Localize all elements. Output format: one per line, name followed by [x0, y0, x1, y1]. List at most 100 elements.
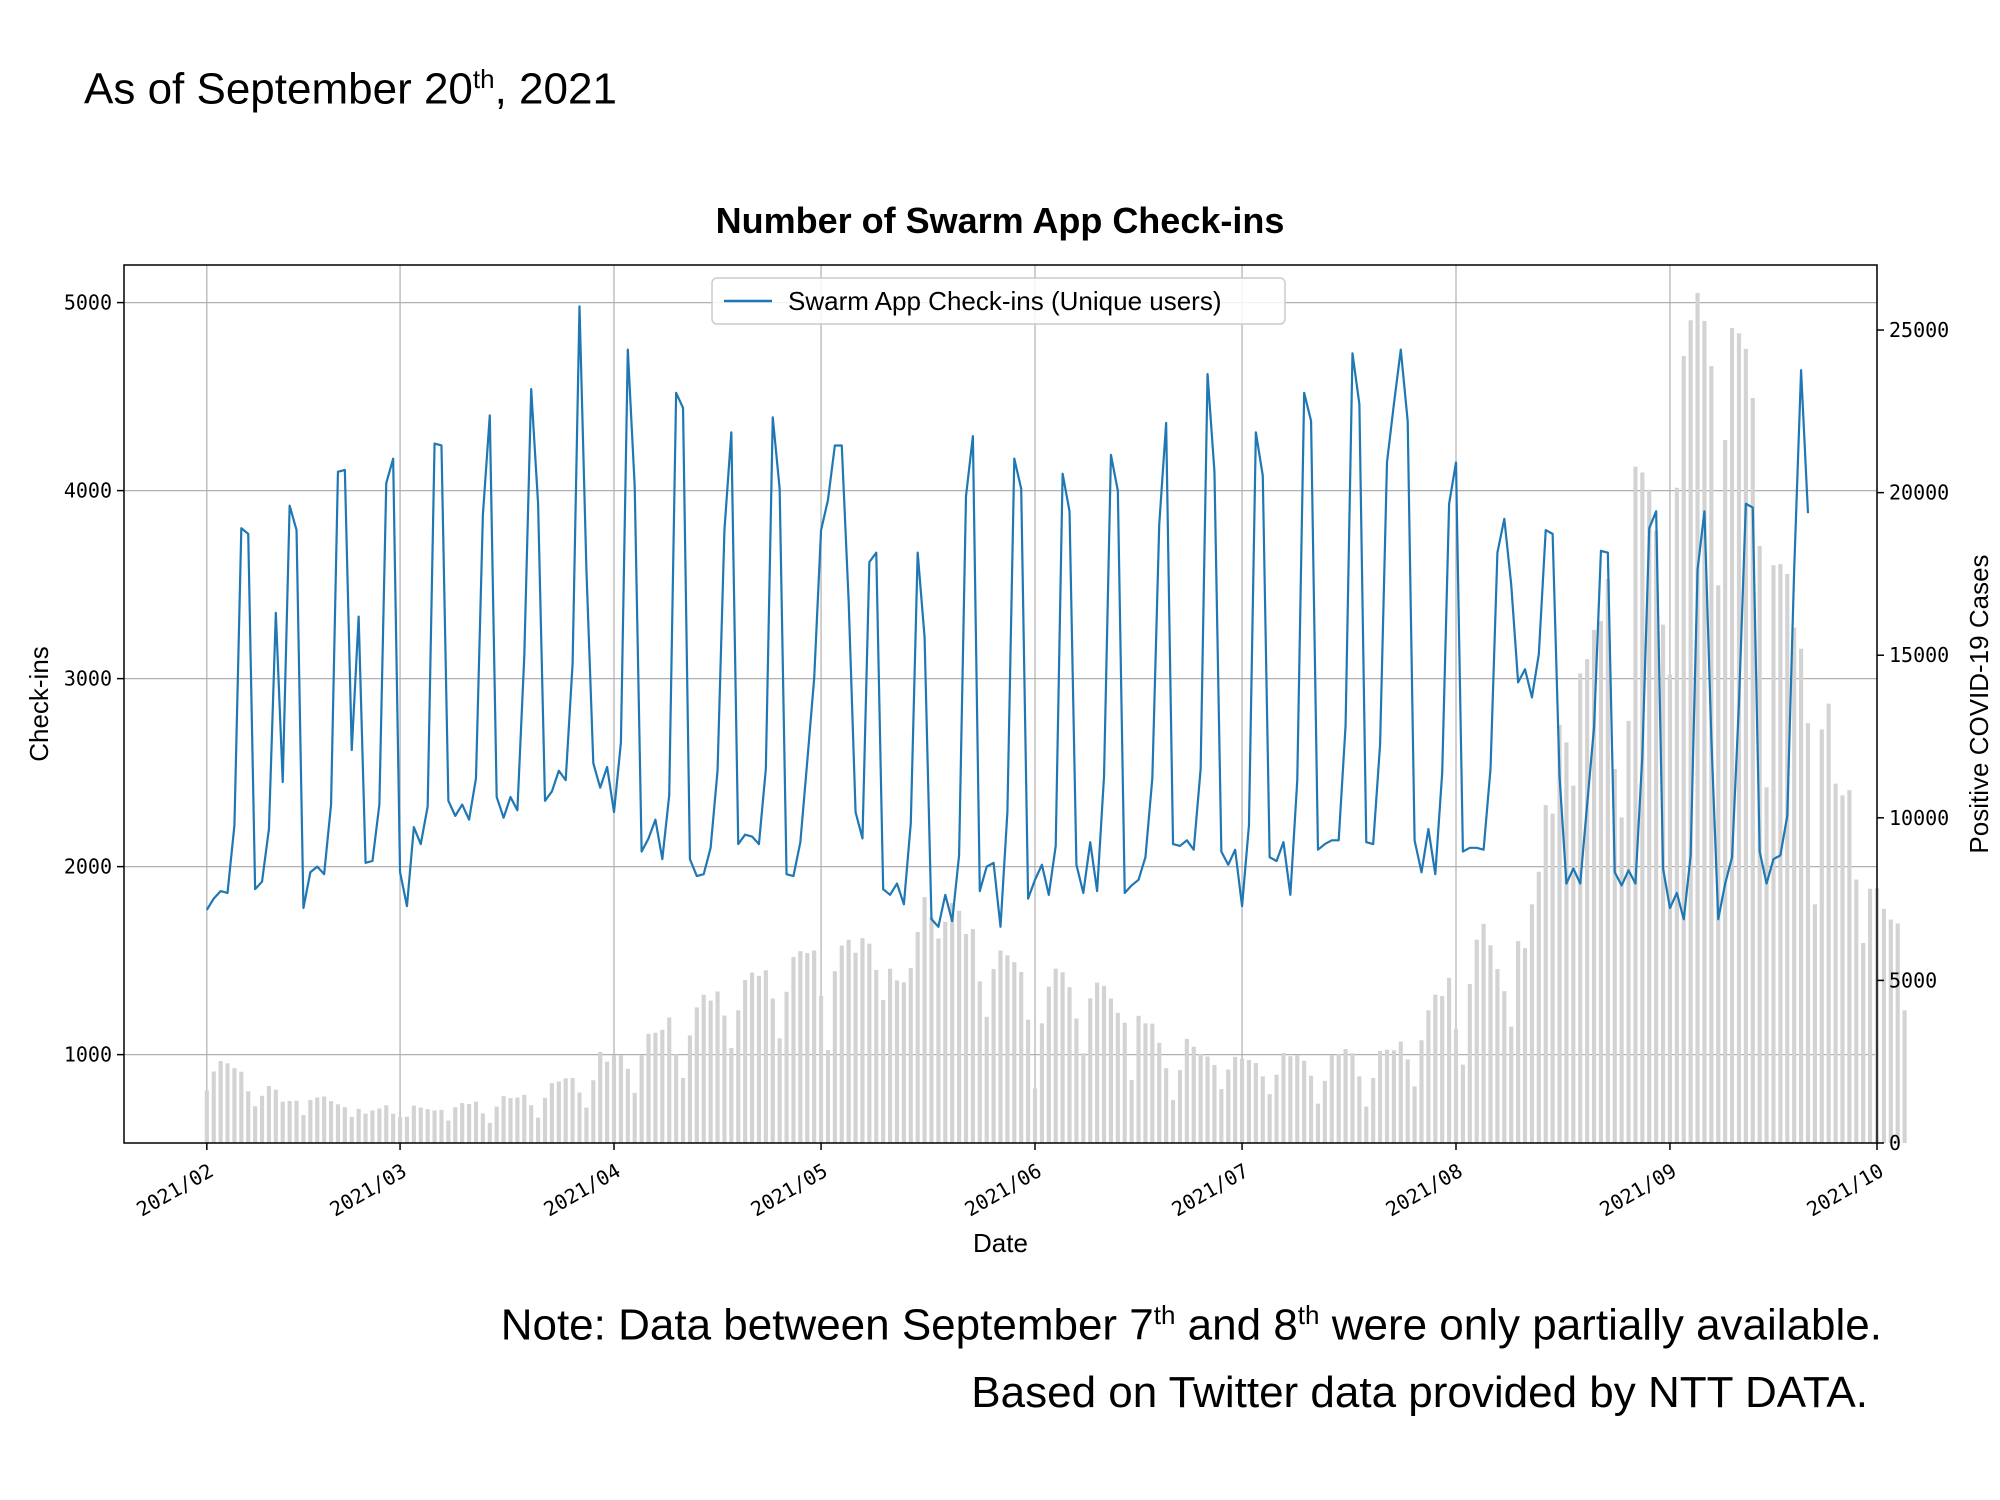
cases-bar [411, 1105, 416, 1143]
cases-bar [232, 1068, 237, 1143]
cases-bar [1799, 648, 1804, 1143]
cases-bar [1571, 785, 1576, 1143]
cases-bar [901, 982, 906, 1143]
note-mid: and 8 [1175, 1300, 1298, 1350]
cases-bar [1412, 1086, 1417, 1143]
y-tick-label: 1000 [64, 1043, 112, 1067]
cases-bar [1467, 983, 1472, 1143]
cases-bar [818, 996, 824, 1143]
cases-bar [259, 1095, 265, 1143]
cases-bar [736, 1010, 741, 1143]
y-tick-label: 2000 [64, 855, 112, 879]
cases-bar [998, 950, 1003, 1143]
cases-bar [1557, 724, 1562, 1143]
x-tick-label: 2021/02 [132, 1158, 217, 1221]
cases-bar [225, 1063, 230, 1143]
x-tick-label: 2021/08 [1382, 1158, 1467, 1221]
cases-bar [1826, 703, 1831, 1143]
cases-bar [563, 1078, 568, 1143]
cases-bar [1695, 292, 1700, 1144]
cases-bar [467, 1103, 472, 1143]
cases-bar [453, 1107, 458, 1143]
cases-bar [1143, 1023, 1148, 1143]
y-axis-label: Check-ins [24, 646, 54, 762]
cases-bar [1405, 1059, 1410, 1143]
cases-bar [1067, 987, 1072, 1143]
cases-bar [632, 1092, 637, 1143]
cases-bar [391, 1113, 396, 1143]
cases-bar [1819, 729, 1824, 1143]
cases-bar [1460, 1064, 1465, 1143]
plot-frame [123, 264, 1878, 1144]
cases-bar [798, 951, 803, 1143]
cases-bar [301, 1115, 306, 1143]
cases-bar [598, 1051, 603, 1143]
cases-bar [529, 1105, 534, 1143]
cases-bar [322, 1096, 327, 1143]
cases-bar [1812, 904, 1817, 1143]
note-ordinal-2: th [1297, 1300, 1320, 1330]
cases-bar [239, 1071, 244, 1143]
cases-bar [487, 1122, 492, 1143]
cases-bar [397, 1116, 403, 1143]
cases-bar [943, 921, 948, 1143]
cases-bar [542, 1097, 548, 1143]
cases-bar [1205, 1056, 1210, 1143]
cases-bar [418, 1107, 423, 1143]
cases-bar [881, 999, 886, 1143]
cases-bar [1239, 1058, 1245, 1143]
y2-tick-label: 10000 [1889, 806, 1949, 830]
cases-bar [1322, 1080, 1327, 1143]
cases-bar [922, 897, 927, 1143]
cases-bar [846, 939, 851, 1143]
cases-bar [1529, 904, 1534, 1143]
cases-bar [460, 1103, 465, 1143]
cases-bar [1101, 985, 1107, 1143]
cases-bar [888, 968, 893, 1143]
cases-bar [273, 1089, 278, 1143]
cases-bar [1564, 742, 1569, 1143]
cases-bar [1384, 1049, 1390, 1143]
cases-bar [1164, 1068, 1169, 1143]
cases-bar [1591, 629, 1597, 1143]
cases-bar [1902, 1010, 1907, 1143]
cases-bar [1495, 969, 1500, 1143]
cases-bar [646, 1033, 651, 1143]
cases-bar [473, 1101, 479, 1143]
cases-bar [522, 1094, 527, 1143]
cases-bar [1129, 1079, 1134, 1143]
cases-bar [908, 968, 913, 1143]
cases-bar [1212, 1064, 1217, 1143]
cases-bar [1723, 439, 1728, 1143]
cases-bar [1226, 1069, 1231, 1143]
cases-bar [756, 975, 762, 1143]
cases-bar [1191, 1046, 1196, 1143]
cases-bar [957, 910, 962, 1143]
cases-bar [253, 1106, 258, 1143]
legend-box [711, 277, 1286, 325]
cases-bar [867, 943, 872, 1143]
cases-bar [1585, 659, 1590, 1143]
cases-bar [508, 1098, 513, 1143]
cases-bar [618, 1055, 623, 1143]
cases-bar [480, 1113, 485, 1143]
cases-bar [1026, 1019, 1031, 1143]
cases-bar [1378, 1050, 1383, 1143]
cases-bar [1184, 1038, 1189, 1143]
checkins-line [205, 305, 1810, 928]
cases-bar [1543, 805, 1548, 1143]
cases-bar [715, 991, 720, 1143]
cases-bar [1612, 769, 1617, 1143]
cases-bar [363, 1113, 368, 1143]
cases-bar [991, 969, 996, 1143]
y2-tick-label: 15000 [1889, 643, 1949, 667]
x-tick-label: 2021/05 [747, 1158, 832, 1221]
cases-bar [1598, 621, 1604, 1143]
cases-bar [1053, 968, 1058, 1143]
y2-tick-label: 25000 [1889, 318, 1949, 342]
cases-bar [1371, 1077, 1376, 1143]
cases-bar [777, 1038, 782, 1143]
cases-bar [1150, 1023, 1155, 1143]
cases-bar [280, 1101, 285, 1143]
